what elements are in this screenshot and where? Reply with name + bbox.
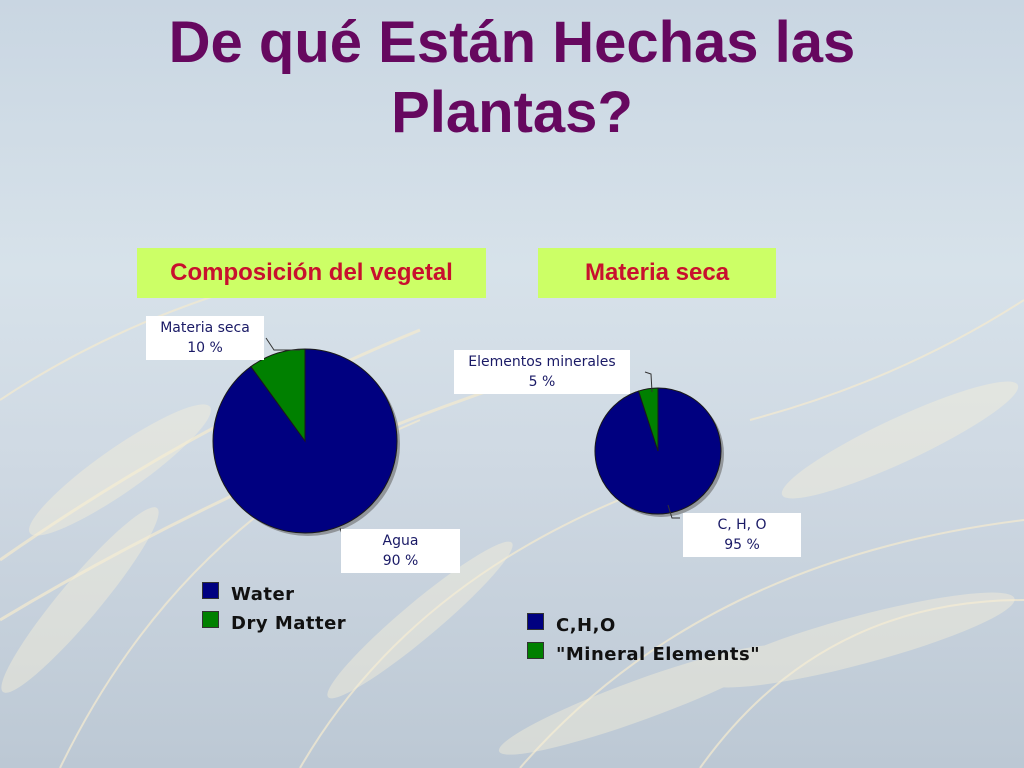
callout-cho: C, H, O 95 % (683, 513, 801, 557)
callout-agua-label: Agua (382, 533, 419, 549)
legend-swatch-blue (527, 613, 544, 630)
pie-slice-elementos-minerales (637, 387, 659, 452)
legend-item-mineral-elements: "Mineral Elements" (527, 640, 760, 669)
chart1-title: Composición del vegetal (137, 248, 486, 298)
leader-line-cho (667, 504, 680, 519)
callout-minerales-label: Elementos minerales (468, 354, 616, 370)
legend-label-dry-matter: Dry Matter (231, 613, 347, 634)
callout-cho-label: C, H, O (717, 517, 767, 533)
pie-slice-materia-seca (250, 348, 306, 443)
callout-elementos-minerales: Elementos minerales 5 % (454, 350, 630, 394)
callout-cho-value: 95 % (724, 537, 760, 553)
pie-chart-composicion (212, 348, 400, 536)
leader-line-materia-seca (265, 337, 300, 351)
leader-line-minerales (644, 371, 653, 393)
legend-label-water: Water (231, 584, 295, 605)
callout-agua-value: 90 % (382, 553, 419, 569)
pie-chart-materia-seca (594, 387, 724, 517)
callout-materia-seca-value: 10 % (187, 340, 223, 356)
legend-label-mineral-elements: "Mineral Elements" (556, 644, 761, 665)
legend-chart2: C,H,O "Mineral Elements" (527, 611, 760, 669)
callout-materia-seca: Materia seca 10 % (146, 316, 264, 360)
legend-swatch-green (527, 642, 544, 659)
slide-title-line2: Plantas? (391, 80, 633, 145)
legend-swatch-blue (202, 582, 219, 599)
slide-title: De qué Están Hechas las Plantas? (40, 8, 984, 148)
chart2-title: Materia seca (538, 248, 776, 298)
legend-item-cho: C,H,O (527, 611, 760, 640)
legend-chart1: Water Dry Matter (202, 580, 346, 638)
callout-minerales-value: 5 % (528, 374, 556, 390)
legend-item-dry-matter: Dry Matter (202, 609, 346, 638)
callout-agua: Agua 90 % (341, 529, 460, 573)
slide-title-line1: De qué Están Hechas las (168, 10, 856, 75)
legend-swatch-green (202, 611, 219, 628)
callout-materia-seca-label: Materia seca (160, 320, 250, 336)
legend-item-water: Water (202, 580, 346, 609)
legend-label-cho: C,H,O (556, 615, 616, 636)
